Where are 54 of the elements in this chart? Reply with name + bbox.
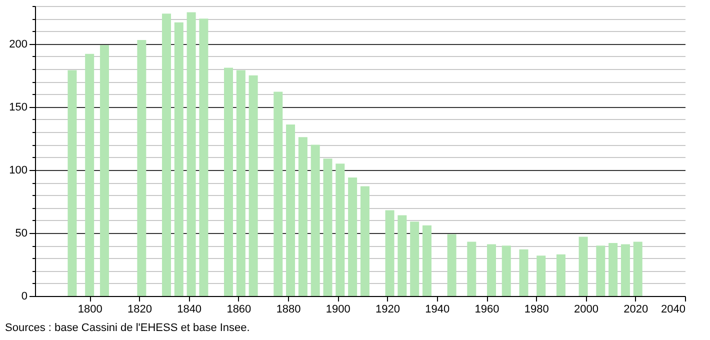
bar: [224, 68, 234, 296]
bar: [100, 45, 109, 296]
x-tick-label: 1920: [376, 304, 400, 316]
bar: [556, 254, 566, 296]
bar: [68, 70, 77, 296]
bar: [536, 256, 546, 296]
bar: [519, 249, 528, 296]
bar: [85, 54, 94, 296]
bar: [502, 246, 511, 296]
bar: [323, 158, 332, 296]
bar: [620, 244, 630, 296]
bar: [410, 222, 420, 296]
y-tick-label: 150: [9, 101, 28, 114]
bar: [633, 242, 642, 296]
bar: [422, 225, 432, 296]
x-tick-label: 1960: [474, 304, 500, 316]
x-tick-label: 2020: [624, 304, 648, 316]
bar: [608, 243, 618, 296]
bar: [385, 210, 394, 296]
bar: [360, 186, 370, 296]
x-tick-label: 2040: [661, 304, 686, 316]
bar: [286, 124, 296, 296]
x-tick-label: 1820: [127, 304, 152, 316]
bar: [186, 12, 196, 296]
x-tick-label: 1860: [226, 304, 252, 316]
y-tick-label: 100: [9, 164, 28, 176]
y-tick-label: 0: [21, 290, 28, 302]
bar: [236, 70, 246, 296]
bar: [310, 144, 320, 296]
x-tick-label: 1800: [78, 304, 102, 316]
bar: [174, 22, 184, 296]
x-tick-label: 1840: [177, 304, 202, 316]
source-note: Sources : base Cassini de l'EHESS et base Insee.: [5, 322, 250, 334]
bar: [137, 40, 146, 296]
x-tick-label: 1880: [276, 304, 301, 316]
y-tick-label: 200: [9, 38, 28, 50]
bar: [274, 92, 283, 296]
x-tick-label: 2000: [574, 304, 599, 316]
bar: [398, 215, 407, 296]
bar: [486, 244, 496, 296]
bar: [199, 18, 208, 296]
x-tick-label: 1900: [326, 304, 350, 316]
y-tick-label: 50: [15, 227, 28, 240]
bar: [298, 137, 308, 296]
bar: [596, 246, 606, 296]
bar: [467, 242, 476, 296]
bar: [447, 234, 456, 296]
bar: [336, 164, 345, 296]
bar: [578, 236, 588, 296]
x-tick-label: 1980: [524, 304, 549, 316]
bar: [162, 14, 171, 296]
bar: [248, 75, 258, 296]
x-tick-label: 1940: [425, 304, 450, 316]
bar: [348, 177, 358, 296]
